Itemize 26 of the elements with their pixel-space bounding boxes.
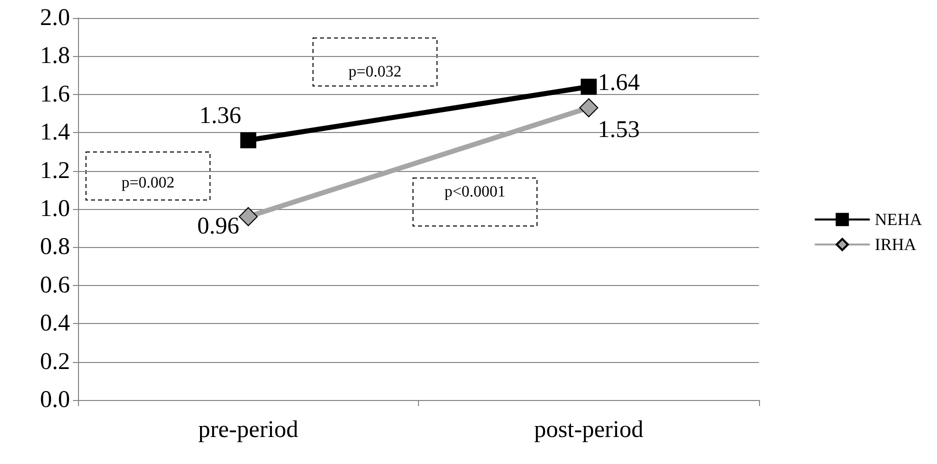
y-tick-label: 0.0 bbox=[40, 387, 70, 413]
y-tick-label: 1.4 bbox=[40, 120, 70, 146]
legend-label: NEHA bbox=[874, 210, 923, 229]
data-label: 1.53 bbox=[598, 116, 640, 143]
y-tick-label: 0.8 bbox=[40, 234, 70, 260]
point bbox=[580, 78, 597, 95]
point bbox=[240, 132, 256, 148]
annotation: p=0.002 bbox=[121, 174, 175, 192]
point bbox=[579, 98, 598, 118]
y-tick-label: 1.8 bbox=[40, 43, 70, 70]
y-tick-label: 0.2 bbox=[40, 348, 70, 375]
y-tick-label: 1.6 bbox=[40, 81, 70, 108]
annotation: p=0.032 bbox=[348, 64, 402, 80]
x-tick-label: post-period bbox=[534, 417, 644, 443]
annotation: p<0.0001 bbox=[444, 184, 506, 200]
data-label: 1.36 bbox=[199, 103, 242, 130]
y-tick-label: 2.0 bbox=[40, 5, 70, 31]
y-tick-label: 1.2 bbox=[40, 158, 70, 184]
y-tick-label: 0.6 bbox=[40, 272, 70, 298]
y-tick-label: 1.0 bbox=[40, 196, 70, 222]
legend-label: IRHA bbox=[874, 235, 918, 254]
x-tick-label: pre-period bbox=[198, 417, 298, 443]
data-label: 0.96 bbox=[197, 214, 240, 240]
point bbox=[238, 207, 258, 226]
data-label: 1.64 bbox=[598, 70, 640, 96]
y-tick-label: 0.4 bbox=[40, 310, 70, 337]
